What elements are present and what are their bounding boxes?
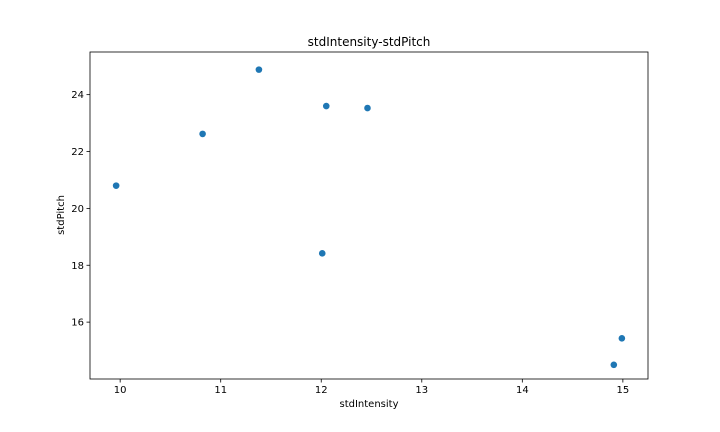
x-tick-label: 13 [415,385,428,396]
y-axis-label: stdPitch [56,195,67,235]
x-axis-label: stdIntensity [339,399,398,410]
x-tick-label: 15 [616,385,629,396]
scatter-point [364,105,371,112]
y-tick-label: 22 [71,147,84,158]
x-tick-label: 11 [214,385,227,396]
x-tick-label: 12 [315,385,328,396]
y-tick-label: 24 [71,90,84,101]
scatter-point [611,361,618,368]
scatter-point [619,335,626,342]
y-tick-label: 16 [71,318,84,329]
scatter-point [199,131,206,138]
y-tick-label: 20 [71,204,84,215]
scatter-point [319,250,326,257]
plot-frame [90,52,648,379]
scatter-point [323,103,330,110]
y-tick-label: 18 [71,261,84,272]
x-tick-label: 14 [516,385,529,396]
scatter-point [113,182,120,189]
scatter-point [256,66,263,73]
x-tick-label: 10 [114,385,127,396]
chart-title: stdIntensity-stdPitch [308,35,431,49]
